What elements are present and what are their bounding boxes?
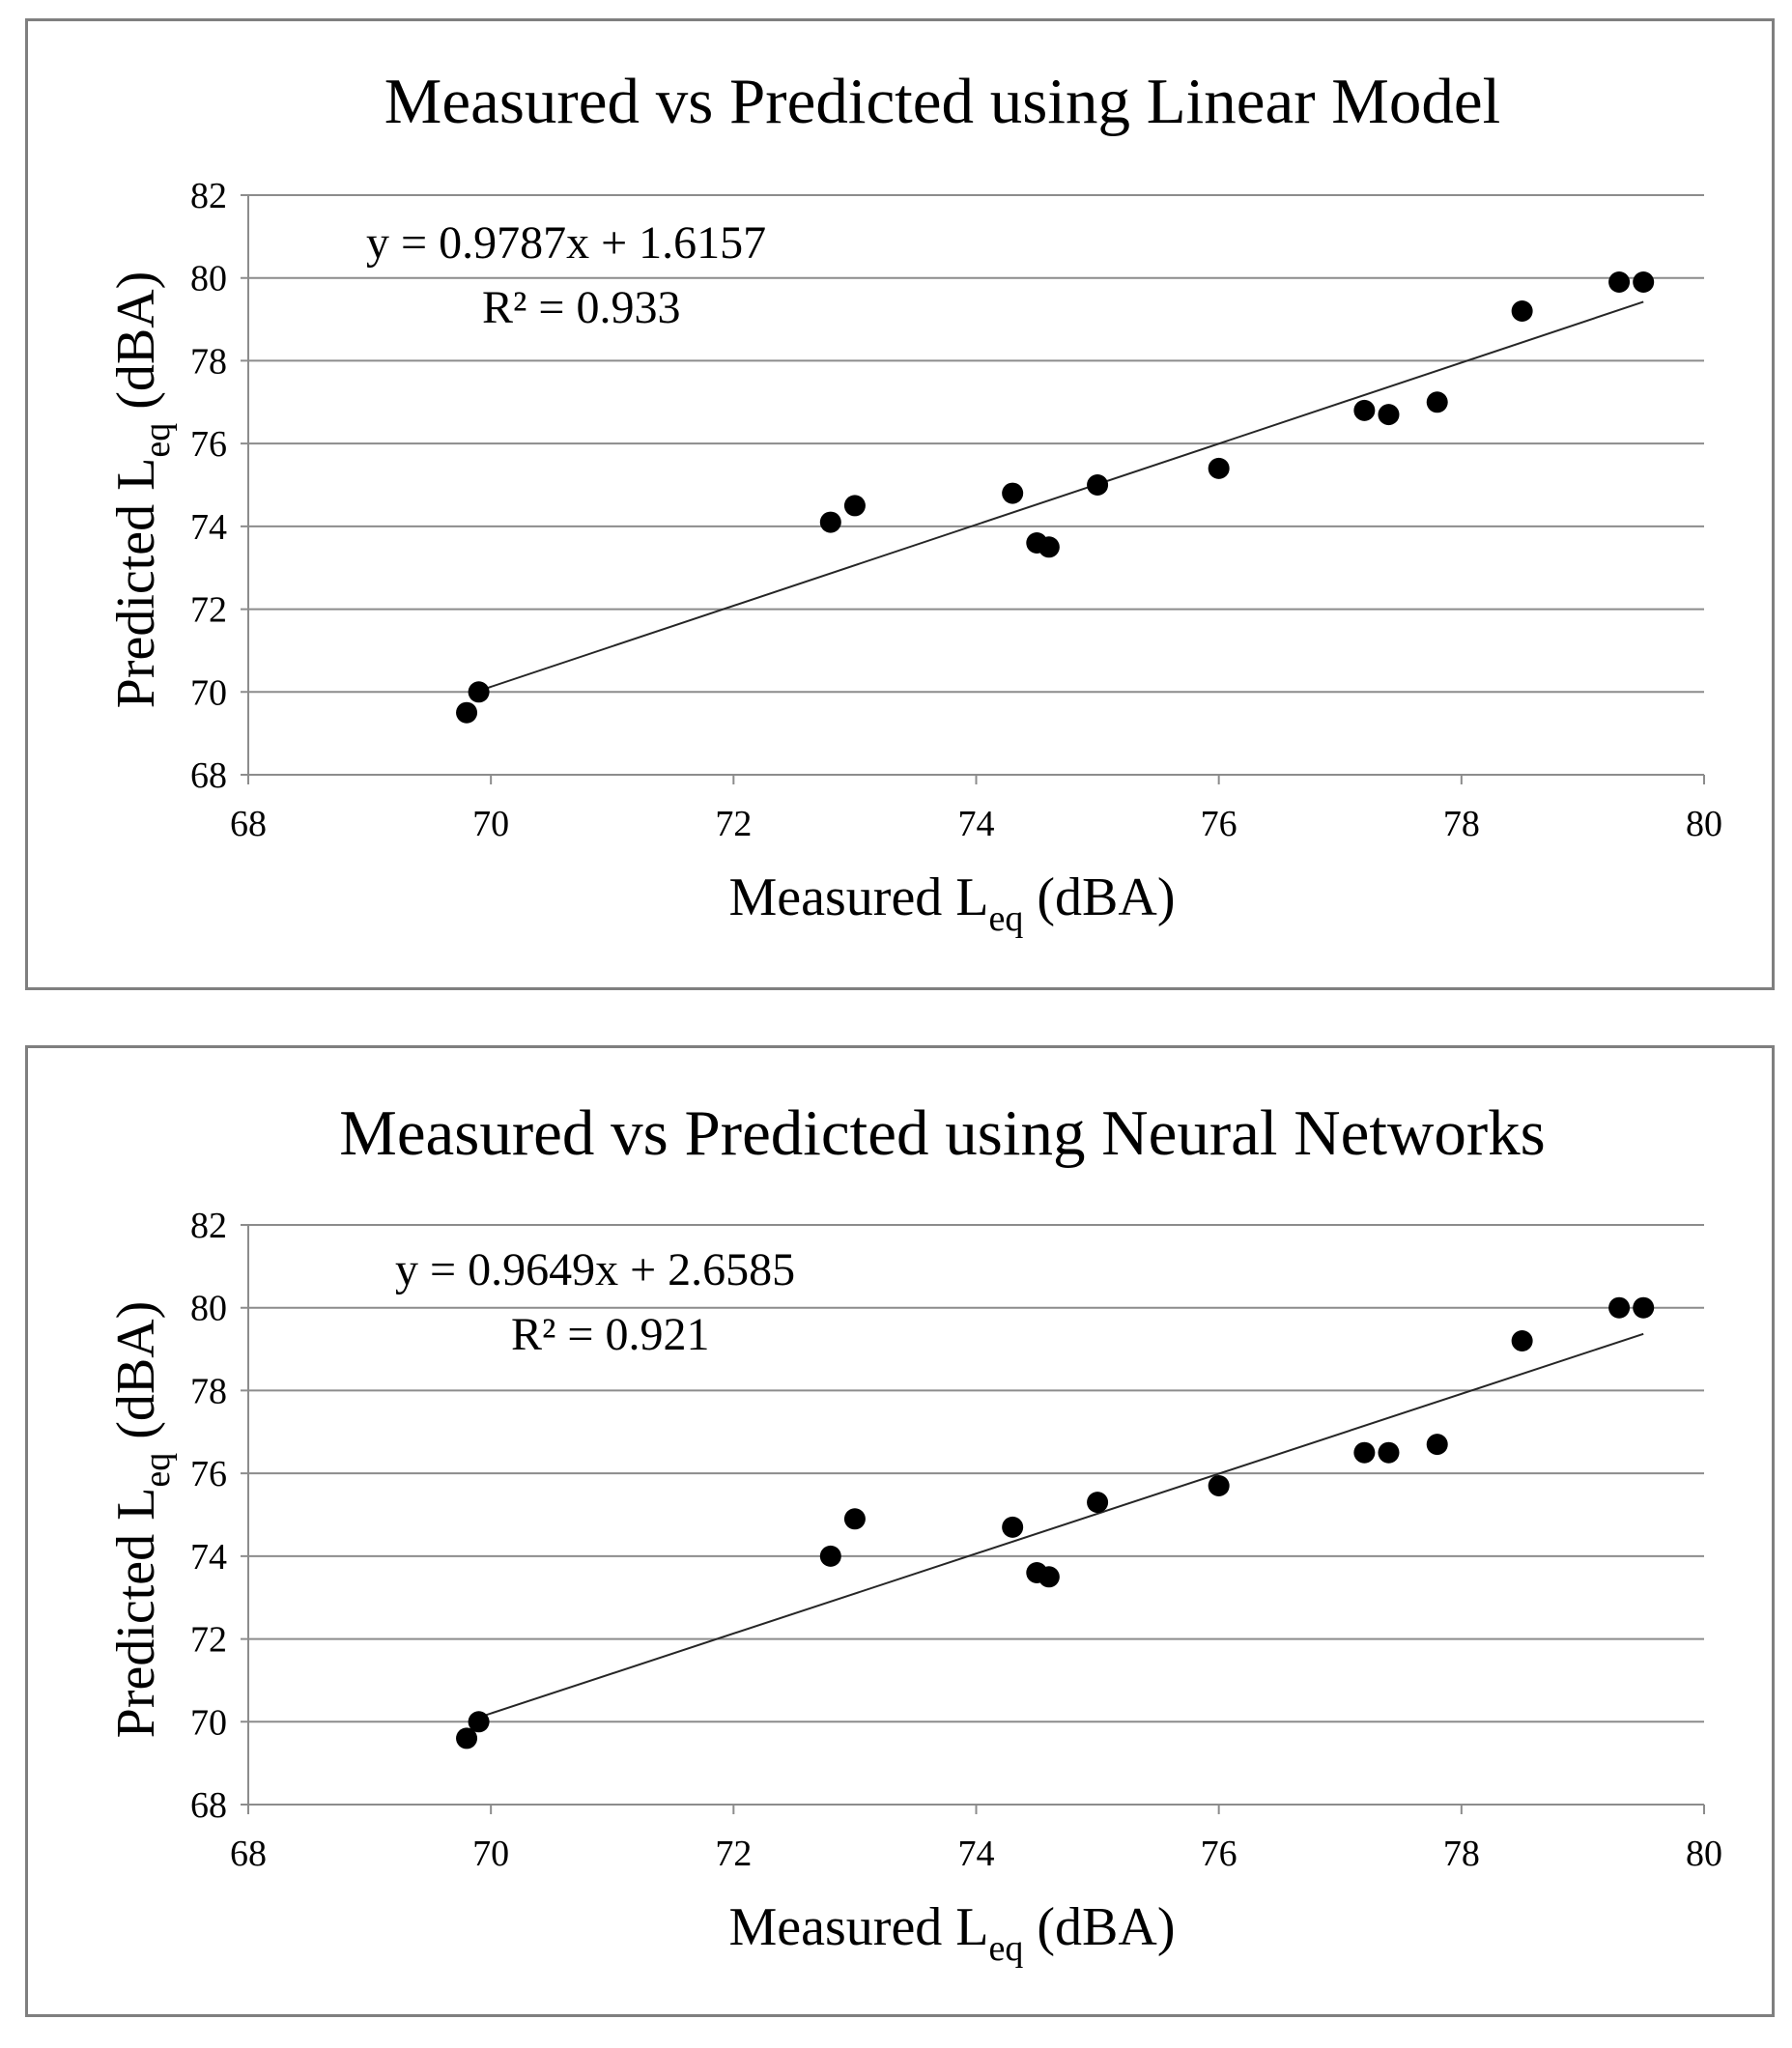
x-tick-label: 74 <box>958 1834 995 1874</box>
x-axis-label-subscript: eq <box>989 898 1024 939</box>
x-tick-label: 80 <box>1686 804 1722 844</box>
x-tick-label: 70 <box>472 1834 509 1874</box>
y-tick-label: 74 <box>190 507 227 548</box>
x-tick-label: 78 <box>1443 1834 1480 1874</box>
data-point <box>843 1508 866 1530</box>
y-axis-label-unit: (dBA) <box>106 271 166 410</box>
y-tick-label: 78 <box>190 1371 227 1411</box>
data-point <box>1002 482 1024 504</box>
data-point <box>468 1711 490 1733</box>
data-point <box>1511 300 1533 322</box>
x-axis-label-unit: (dBA) <box>1037 1897 1175 1957</box>
data-point <box>1633 1296 1655 1319</box>
data-point <box>1608 1296 1631 1319</box>
y-tick-label: 68 <box>190 1785 227 1826</box>
y-tick-label: 76 <box>190 1454 227 1494</box>
y-tick-label: 70 <box>190 672 227 713</box>
data-point <box>1208 1475 1230 1496</box>
chart-panel-linear-model: Measured vs Predicted using Linear Model… <box>25 18 1775 990</box>
x-axis-label: Measured Leq (dBA) <box>729 868 1176 939</box>
y-axis-label-subscript: eq <box>137 423 178 458</box>
x-tick-label: 68 <box>230 1834 267 1874</box>
x-tick-label: 80 <box>1686 1834 1722 1874</box>
chart-title: Measured vs Predicted using Linear Model <box>384 66 1500 137</box>
data-point <box>1208 457 1230 479</box>
chart-title: Measured vs Predicted using Neural Netwo… <box>339 1097 1546 1169</box>
y-tick-label: 74 <box>190 1537 227 1578</box>
y-tick-label: 78 <box>190 341 227 382</box>
data-point <box>1378 1441 1400 1464</box>
scatter-chart-neural-networks: Measured vs Predicted using Neural Netwo… <box>106 1097 1722 1969</box>
r-squared-label: R² = 0.933 <box>482 282 680 333</box>
data-point <box>1087 474 1109 496</box>
y-axis-label-main: Predicted L <box>106 1488 166 1739</box>
data-point <box>1608 271 1631 293</box>
data-point <box>456 701 478 724</box>
y-axis-label: Predicted Leq (dBA) <box>106 271 178 709</box>
data-point <box>1633 271 1655 293</box>
y-axis-label: Predicted Leq (dBA) <box>106 1301 178 1739</box>
y-tick-label: 72 <box>190 1620 227 1661</box>
data-point <box>1426 1434 1448 1456</box>
data-point <box>1511 1330 1533 1351</box>
data-point <box>1002 1516 1024 1538</box>
y-tick-label: 72 <box>190 590 227 631</box>
trendline-equation: y = 0.9649x + 2.6585 <box>395 1244 795 1295</box>
data-point <box>819 1545 841 1567</box>
x-tick-label: 68 <box>230 804 267 844</box>
x-tick-label: 72 <box>715 1834 752 1874</box>
y-axis-label-unit: (dBA) <box>106 1301 166 1439</box>
y-tick-label: 80 <box>190 1289 227 1329</box>
x-tick-label: 76 <box>1201 804 1237 844</box>
data-point <box>1378 404 1400 426</box>
x-tick-label: 78 <box>1443 804 1480 844</box>
y-tick-label: 82 <box>190 1206 227 1246</box>
data-point <box>456 1727 478 1749</box>
r-squared-label: R² = 0.921 <box>511 1309 709 1360</box>
data-point <box>819 511 841 533</box>
data-point <box>1426 391 1448 413</box>
x-tick-label: 74 <box>958 804 995 844</box>
x-tick-label: 76 <box>1201 1834 1237 1874</box>
y-tick-label: 76 <box>190 424 227 465</box>
x-axis-label-gap <box>1023 868 1037 927</box>
trendline-equation: y = 0.9787x + 1.6157 <box>366 217 766 269</box>
y-axis-label-main: Predicted L <box>106 458 166 709</box>
chart-panel-neural-networks: Measured vs Predicted using Neural Netwo… <box>25 1045 1775 2017</box>
data-point <box>1353 399 1376 421</box>
trendline <box>478 1332 1644 1719</box>
x-axis-label-unit: (dBA) <box>1037 868 1175 927</box>
x-axis-label-gap <box>1023 1897 1037 1957</box>
data-point <box>1353 1441 1376 1464</box>
scatter-chart-linear-model: Measured vs Predicted using Linear Model… <box>106 66 1722 939</box>
y-tick-label: 70 <box>190 1702 227 1743</box>
x-axis-label: Measured Leq (dBA) <box>729 1897 1176 1969</box>
x-axis-label-subscript: eq <box>989 1928 1024 1969</box>
trendline <box>478 300 1644 693</box>
y-tick-label: 68 <box>190 755 227 796</box>
x-tick-label: 70 <box>472 804 509 844</box>
y-tick-label: 82 <box>190 176 227 216</box>
x-axis-label-main: Measured L <box>729 868 989 927</box>
y-tick-label: 80 <box>190 259 227 299</box>
data-point <box>1038 536 1060 558</box>
y-axis-label-subscript: eq <box>137 1453 178 1488</box>
data-point <box>1038 1566 1060 1588</box>
x-axis-label-main: Measured L <box>729 1897 989 1957</box>
y-axis-label-gap <box>106 1439 166 1453</box>
data-point <box>1087 1492 1109 1514</box>
data-point <box>468 681 490 703</box>
data-point <box>843 495 866 517</box>
x-tick-label: 72 <box>715 804 752 844</box>
y-axis-label-gap <box>106 410 166 423</box>
